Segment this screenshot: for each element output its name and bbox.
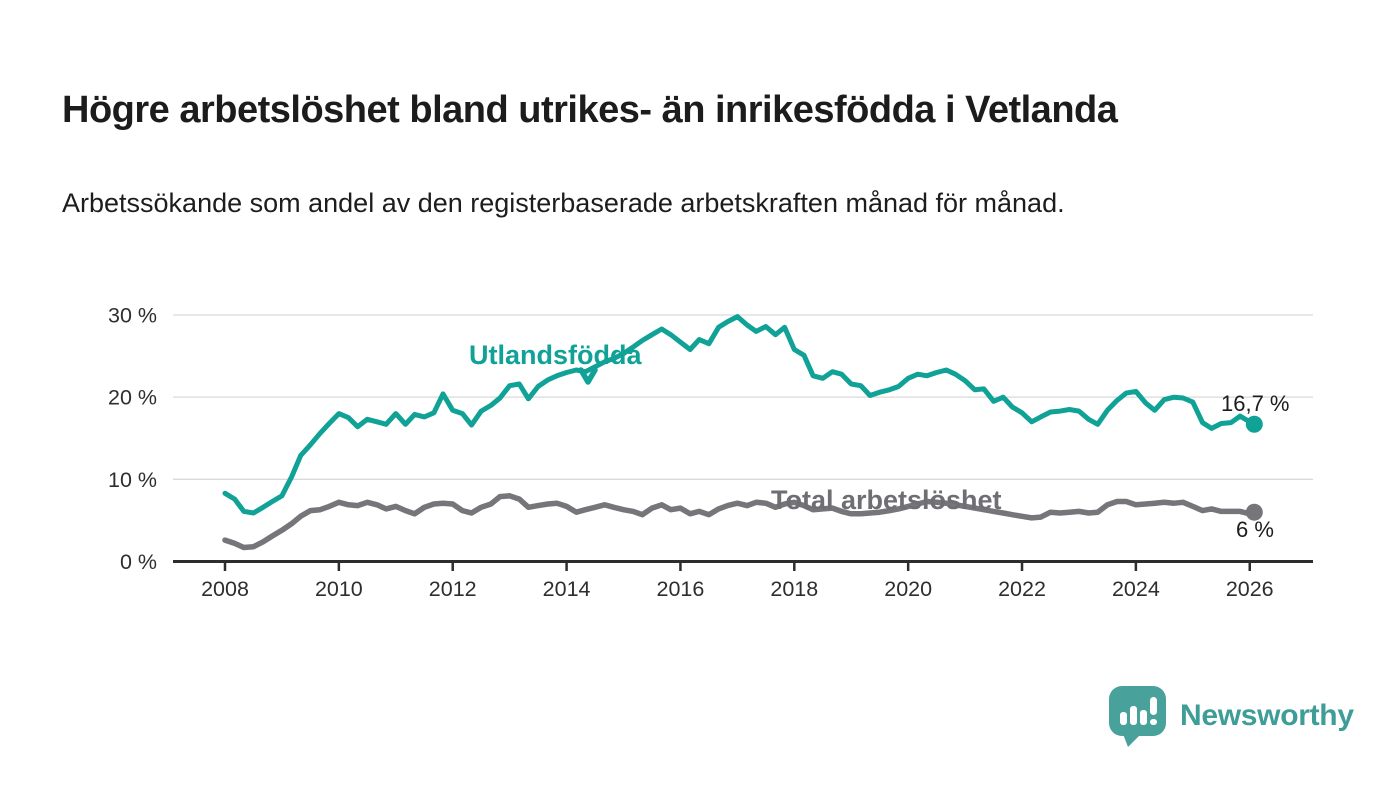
x-tick-label: 2010 (315, 577, 363, 601)
y-tick-label: 10 % (108, 468, 157, 492)
x-tick-label: 2020 (884, 577, 932, 601)
x-tick-label: 2014 (543, 577, 591, 601)
newsworthy-logo-text: Newsworthy (1180, 699, 1354, 732)
end-value-label-utlandsfodda: 16,7 % (1221, 391, 1290, 416)
series-line-total (222, 493, 1258, 551)
series-end-dot-utlandsfodda (1245, 415, 1263, 433)
newsworthy-logo-icon (1109, 686, 1166, 747)
newsworthy-logo: Newsworthy (1108, 685, 1354, 747)
x-tick-label: 2018 (770, 577, 818, 601)
chart-subtitle: Arbetssökande som andel av den registerb… (62, 188, 1065, 218)
series-end-dot-total (1245, 503, 1263, 521)
chart-title: Högre arbetslöshet bland utrikes- än inr… (62, 89, 1118, 132)
y-tick-label: 30 % (108, 303, 157, 327)
y-tick-label: 20 % (108, 386, 157, 410)
series-line-utlandsfodda (222, 314, 1257, 516)
series-label-utlandsfodda: Utlandsfödda (469, 340, 642, 370)
end-value-label-total: 6 % (1236, 517, 1274, 542)
x-tick-label: 2016 (657, 577, 705, 601)
x-tick-label: 2026 (1226, 577, 1274, 601)
x-tick-label: 2022 (998, 577, 1046, 601)
utlandsfodda-arrow-icon (578, 367, 598, 385)
x-tick-label: 2012 (429, 577, 477, 601)
series-label-total-arbetsloshet: Total arbetslöshet (771, 485, 1002, 515)
y-tick-label: 0 % (120, 550, 157, 574)
x-tick-label: 2008 (201, 577, 249, 601)
x-tick-label: 2024 (1112, 577, 1160, 601)
